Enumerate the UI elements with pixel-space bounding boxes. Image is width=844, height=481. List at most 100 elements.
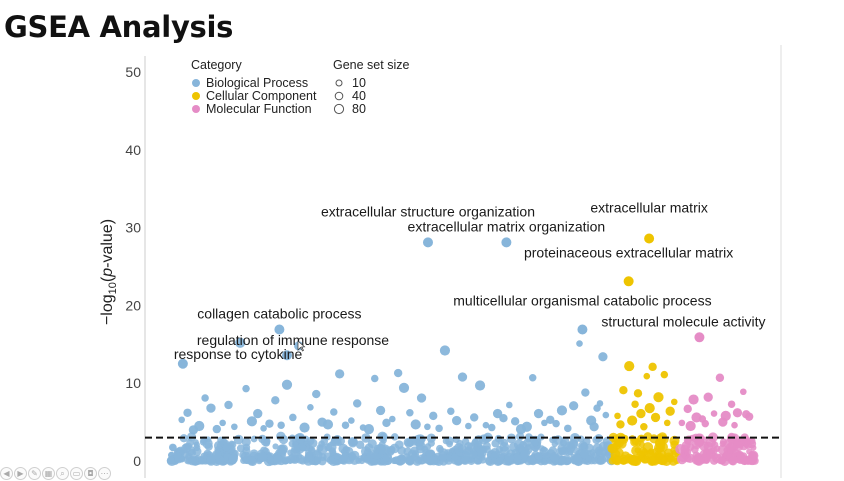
data-point bbox=[206, 456, 217, 466]
data-point bbox=[665, 406, 675, 416]
data-point bbox=[222, 443, 230, 452]
data-point bbox=[348, 417, 355, 424]
data-point bbox=[231, 423, 238, 431]
point-label: regulation of immune response bbox=[197, 332, 389, 348]
data-point bbox=[643, 372, 651, 380]
data-point bbox=[326, 441, 337, 453]
camera-icon[interactable]: ◘ bbox=[84, 467, 97, 480]
data-point bbox=[490, 457, 498, 465]
legend-size-label-10: 10 bbox=[352, 76, 366, 90]
legend-size-swatch-10 bbox=[335, 79, 343, 87]
data-point bbox=[564, 424, 572, 433]
data-point bbox=[711, 452, 719, 460]
legend: Category Biological Process Cellular Com… bbox=[191, 58, 409, 116]
data-point bbox=[436, 444, 444, 453]
data-point bbox=[678, 419, 686, 427]
data-point bbox=[732, 448, 740, 457]
data-point bbox=[406, 409, 414, 417]
data-point bbox=[596, 400, 604, 407]
highlighted-data-point bbox=[501, 237, 512, 248]
highlighted-data-point bbox=[274, 324, 285, 335]
y-tick-label: 40 bbox=[125, 142, 141, 158]
data-point bbox=[335, 369, 345, 379]
data-point bbox=[528, 374, 537, 382]
data-point bbox=[728, 456, 738, 466]
data-point bbox=[389, 443, 400, 454]
data-point bbox=[516, 432, 525, 441]
data-point bbox=[250, 435, 258, 443]
data-point bbox=[718, 457, 726, 465]
data-point bbox=[580, 449, 590, 459]
data-point bbox=[552, 419, 560, 428]
legend-size-label-80: 80 bbox=[352, 102, 366, 116]
data-point bbox=[353, 399, 362, 408]
data-point bbox=[276, 431, 286, 442]
data-point bbox=[648, 362, 657, 372]
data-point bbox=[598, 352, 608, 362]
data-point bbox=[235, 337, 246, 348]
data-point bbox=[640, 423, 648, 431]
data-point bbox=[469, 450, 478, 459]
data-point bbox=[295, 454, 306, 464]
highlighted-data-point bbox=[422, 237, 433, 248]
data-point bbox=[359, 424, 367, 431]
data-point bbox=[732, 441, 744, 452]
data-point bbox=[425, 449, 434, 458]
data-point bbox=[470, 413, 479, 422]
data-point bbox=[685, 420, 696, 432]
y-axis-label: −log10(p-value) bbox=[99, 219, 119, 325]
data-point bbox=[201, 394, 209, 402]
data-point bbox=[465, 422, 472, 430]
data-point bbox=[492, 408, 503, 419]
highlighted-data-point bbox=[282, 350, 292, 361]
data-point bbox=[685, 453, 695, 463]
slides-icon[interactable]: ▦ bbox=[42, 467, 55, 480]
more-icon[interactable]: ⋯ bbox=[98, 467, 111, 480]
data-point bbox=[607, 443, 618, 454]
data-point bbox=[619, 386, 628, 395]
data-point bbox=[499, 414, 508, 423]
data-point bbox=[620, 457, 627, 465]
data-point bbox=[654, 438, 664, 448]
data-point bbox=[450, 453, 459, 461]
data-point bbox=[382, 455, 390, 462]
data-point bbox=[404, 439, 413, 448]
subtitles-icon[interactable]: ▭ bbox=[70, 467, 83, 480]
data-point bbox=[456, 439, 464, 448]
data-point bbox=[183, 408, 192, 417]
data-point bbox=[416, 393, 427, 403]
data-point bbox=[314, 456, 321, 463]
data-point bbox=[526, 455, 536, 465]
data-point bbox=[558, 447, 567, 455]
data-point bbox=[499, 442, 510, 452]
point-label: extracellular structure organization bbox=[321, 203, 535, 219]
data-point bbox=[612, 456, 622, 466]
data-point bbox=[577, 435, 585, 443]
y-tick-label: 0 bbox=[133, 453, 141, 469]
slideshow-controls: ◀ ▶ ✎ ▦ ⌕ ▭ ◘ ⋯ bbox=[0, 467, 111, 480]
legend-size-swatch-40 bbox=[334, 91, 344, 101]
data-point bbox=[414, 456, 422, 464]
data-point bbox=[347, 437, 357, 447]
y-tick-label: 20 bbox=[125, 297, 141, 313]
highlighted-data-point bbox=[694, 332, 705, 343]
highlighted-data-point bbox=[623, 276, 634, 287]
data-point bbox=[582, 437, 591, 446]
previous-icon[interactable]: ◀ bbox=[0, 467, 13, 480]
legend-swatch-biological-process bbox=[192, 79, 200, 87]
next-icon[interactable]: ▶ bbox=[14, 467, 27, 480]
data-point bbox=[340, 454, 348, 462]
data-point bbox=[178, 416, 185, 424]
data-point bbox=[556, 405, 568, 416]
data-point bbox=[392, 457, 399, 465]
data-point bbox=[718, 417, 728, 427]
data-point bbox=[485, 456, 494, 465]
data-point bbox=[686, 443, 695, 451]
zoom-icon[interactable]: ⌕ bbox=[56, 467, 69, 480]
data-point bbox=[447, 407, 455, 415]
legend-size-title: Gene set size bbox=[333, 58, 409, 72]
data-point bbox=[463, 447, 472, 456]
data-point bbox=[589, 422, 599, 432]
pen-icon[interactable]: ✎ bbox=[28, 467, 41, 480]
data-point bbox=[688, 394, 699, 405]
